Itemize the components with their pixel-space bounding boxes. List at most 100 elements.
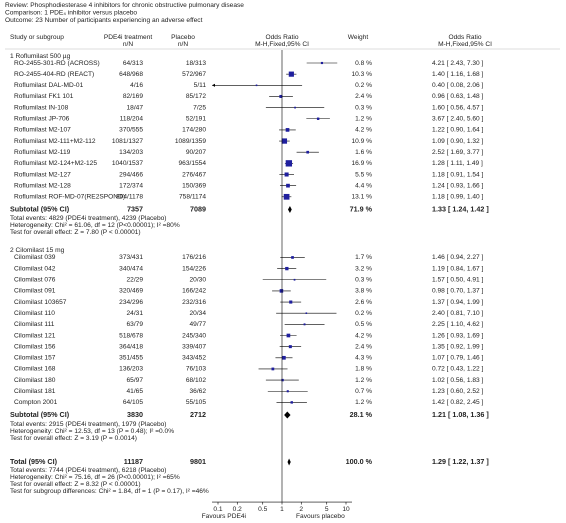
study-square xyxy=(303,323,306,326)
effect-label: 3.67 [ 2.40, 5.60 ] xyxy=(432,116,483,123)
placebo-events: 7/25 xyxy=(193,104,206,111)
study-square xyxy=(279,289,284,293)
treatment-events: 41/65 xyxy=(126,388,143,395)
column-header: Placebo xyxy=(171,34,195,41)
placebo-events: 245/340 xyxy=(182,332,206,339)
study-square xyxy=(286,333,291,338)
study-square xyxy=(255,84,258,87)
weight-label: 1.2 % xyxy=(355,399,372,406)
study-square xyxy=(281,138,288,144)
column-unit: n/N xyxy=(123,41,133,48)
note: Test for overall effect: Z = 8.32 (P < 0… xyxy=(10,481,141,488)
note: Heterogeneity: Chi² = 61.06, df = 12 (P<… xyxy=(10,222,180,229)
summary-diamond xyxy=(287,205,292,213)
x-tick-label: 0.5 xyxy=(258,506,267,513)
placebo-events: 20/30 xyxy=(189,277,206,284)
placebo-events: 5/11 xyxy=(194,82,207,89)
study-square xyxy=(305,312,308,314)
weight-label: 1.7 % xyxy=(355,254,372,261)
study-square xyxy=(279,94,283,98)
weight-label: 13.1 % xyxy=(351,194,372,201)
x-tick-label: 5 xyxy=(325,506,329,513)
placebo-events: 176/216 xyxy=(182,254,206,261)
effect-label: 1.02 [ 0.56, 1.83 ] xyxy=(432,377,483,384)
group-name: 1 Roflumilast 500 µg xyxy=(10,53,71,60)
treatment-events: 64/105 xyxy=(123,399,144,406)
placebo-events: 572/967 xyxy=(182,71,206,78)
column-header: Study or subgroup xyxy=(10,34,64,41)
study-name: Roflumilast M2-128 xyxy=(14,182,71,189)
weight-label: 0.3 % xyxy=(355,104,372,111)
study-name: RO-2455-301-RD (ACROSS) xyxy=(14,60,100,67)
effect-label: 1.19 [ 0.84, 1.67 ] xyxy=(432,265,483,272)
study-square xyxy=(283,193,290,200)
effect-label: 1.21 [ 1.08, 1.36 ] xyxy=(432,410,489,419)
study-name: Cilomilast 156 xyxy=(14,343,56,350)
note: Test for subgroup differences: Chi² = 1.… xyxy=(10,488,209,495)
study-name: Roflumilast M2-119 xyxy=(14,149,71,156)
x-tick-label: 2 xyxy=(299,506,303,513)
effect-label: 1.18 [ 0.91, 1.54 ] xyxy=(432,171,483,178)
column-header: PDE4i treatment xyxy=(104,34,153,41)
weight-label: 2.4 % xyxy=(355,343,372,350)
effect-label: 1.28 [ 1.11, 1.49 ] xyxy=(432,160,483,167)
favours-right: Favours placebo xyxy=(296,513,345,520)
treatment-events: 18/47 xyxy=(126,104,143,111)
placebo-events: 55/105 xyxy=(186,399,207,406)
treatment-events: 134/203 xyxy=(119,149,143,156)
weight-label: 16.9 % xyxy=(351,160,372,167)
treatment-events: 82/169 xyxy=(123,93,144,100)
weight-label: 0.8 % xyxy=(355,60,372,67)
effect-label: 4.21 [ 2.43, 7.30 ] xyxy=(432,60,483,67)
effect-label: 1.57 [ 0.50, 4.91 ] xyxy=(432,277,483,284)
effect-label: 2.25 [ 1.10, 4.62 ] xyxy=(432,321,483,328)
weight-label: 1.2 % xyxy=(355,377,372,384)
summary-name: Total (95% CI) xyxy=(10,457,58,466)
treatment-events: 4/16 xyxy=(130,82,143,89)
study-square xyxy=(285,160,293,167)
effect-label: 1.09 [ 0.90, 1.32 ] xyxy=(432,138,483,145)
weight-label: 0.5 % xyxy=(355,321,372,328)
column-unit: M-H,Fixed,95% CI xyxy=(255,41,309,48)
study-name: Cilomilast 091 xyxy=(14,288,56,295)
study-square xyxy=(291,256,294,259)
weight-label: 2.6 % xyxy=(355,299,372,306)
placebo-events: 18/313 xyxy=(186,60,207,67)
study-square xyxy=(286,183,290,188)
placebo-total: 9801 xyxy=(190,457,206,466)
placebo-total: 2712 xyxy=(190,410,206,419)
study-name: Roflumilast IN-108 xyxy=(14,104,69,111)
study-name: Roflumilast M2-127 xyxy=(14,171,71,178)
treatment-events: 370/555 xyxy=(119,127,143,134)
note: Heterogeneity: Chi² = 75.16, df = 26 (P<… xyxy=(10,474,180,481)
treatment-events: 22/29 xyxy=(126,277,143,284)
weight-label: 4.3 % xyxy=(355,355,372,362)
summary-name: Subtotal (95% CI) xyxy=(10,410,70,419)
ci-arrow xyxy=(212,83,215,87)
weight-label: 4.2 % xyxy=(355,127,372,134)
study-square xyxy=(284,172,289,177)
placebo-events: 276/467 xyxy=(182,171,206,178)
header-line: Review: Phosphodiesterase 4 inhibitors f… xyxy=(5,2,244,9)
study-name: Cilomilast 121 xyxy=(14,332,56,339)
study-name: Cilomilast 111 xyxy=(14,321,55,328)
study-square xyxy=(294,106,296,109)
study-name: Roflumilast M2-124+M2-125 xyxy=(14,160,97,167)
study-name: Cilomilast 168 xyxy=(14,366,56,373)
note: Heterogeneity: Chi² = 12.53, df = 13 (P … xyxy=(10,428,174,435)
study-square xyxy=(288,71,294,77)
treatment-events: 364/418 xyxy=(119,343,143,350)
placebo-events: 166/242 xyxy=(182,288,206,295)
treatment-total: 3830 xyxy=(127,410,143,419)
treatment-events: 64/313 xyxy=(123,60,144,67)
weight-label: 4.4 % xyxy=(355,182,372,189)
study-name: Roflumilast DAL-MD-01 xyxy=(14,82,84,89)
study-square xyxy=(293,278,296,281)
study-name: Cilomilast 042 xyxy=(14,265,56,272)
treatment-total: 7357 xyxy=(127,204,143,213)
weight-label: 0.2 % xyxy=(355,82,372,89)
study-name: Cilomilast 157 xyxy=(14,355,56,362)
study-name: Cilomilast 076 xyxy=(14,277,56,284)
placebo-total: 7089 xyxy=(190,204,206,213)
